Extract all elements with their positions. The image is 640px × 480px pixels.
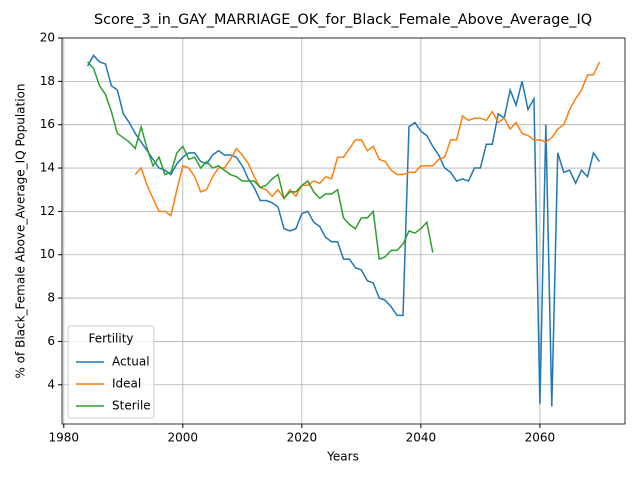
legend-title: Fertility	[88, 332, 133, 346]
series-line	[87, 61, 434, 261]
x-tick-label: 2060	[525, 431, 556, 445]
series-line	[86, 54, 601, 407]
y-tick-label: 6	[47, 334, 55, 348]
y-tick-label: 14	[40, 161, 55, 175]
y-tick-label: 8	[47, 291, 55, 305]
legend-label: Ideal	[112, 377, 141, 391]
plot-frame	[61, 37, 626, 425]
y-tick-label: 20	[40, 31, 55, 45]
series-line	[134, 61, 601, 217]
legend-label: Sterile	[112, 399, 151, 413]
x-tick-label: 2040	[406, 431, 437, 445]
legend-label: Actual	[112, 355, 150, 369]
x-axis-label: Years	[326, 450, 359, 464]
y-axis-label: % of Black_Female Above_Average_IQ Popul…	[14, 83, 28, 378]
x-tick-label: 2020	[287, 431, 318, 445]
y-tick-label: 16	[40, 117, 55, 131]
x-tick-label: 2000	[168, 431, 199, 445]
chart-title: Score_3_in_GAY_MARRIAGE_OK_for_Black_Fem…	[94, 12, 592, 28]
legend: Fertility Actual Ideal Sterile	[67, 325, 155, 419]
y-tick-label: 4	[47, 377, 55, 391]
y-tick-label: 10	[40, 247, 55, 261]
x-tick-label: 1980	[49, 431, 80, 445]
y-tick-label: 12	[40, 204, 55, 218]
y-tick-label: 18	[40, 74, 55, 88]
legend-box	[67, 325, 155, 419]
